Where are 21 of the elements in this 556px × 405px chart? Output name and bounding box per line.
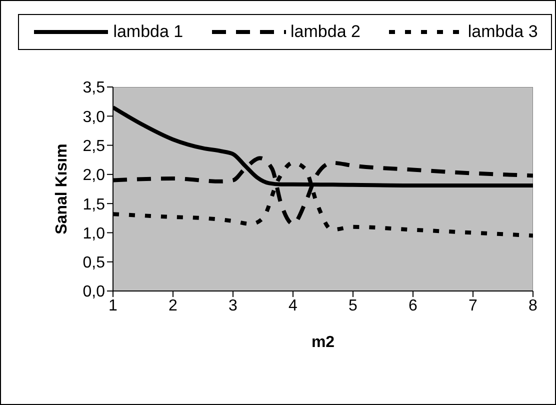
y-tick-label: 0,0 [82,284,106,301]
x-tick-label: 3 [228,297,238,314]
y-axis-title: Sanal Kısım [54,144,71,234]
x-tick-label: 7 [468,297,478,314]
y-tick-label: 1,5 [82,196,106,214]
x-tick-label: 6 [408,297,418,314]
legend-label: lambda 2 [290,22,360,42]
legend-label: lambda 1 [113,22,184,42]
y-tick-label: 2,0 [82,167,106,184]
y-tick-label: 0,5 [82,254,106,272]
x-tick-label: 2 [168,297,178,314]
y-tick-label: 1,0 [82,225,106,242]
y-tick-label: 3,5 [82,80,106,97]
x-tick-label: 4 [288,297,298,314]
x-tick-label: 5 [348,297,358,314]
x-tick-label: 8 [528,297,538,314]
x-tick-label: 1 [108,297,118,314]
legend-label: lambda 3 [468,22,538,42]
y-tick-label: 2,5 [82,138,106,155]
y-tick-label: 3,0 [82,108,106,126]
x-axis-title: m2 [311,334,335,351]
